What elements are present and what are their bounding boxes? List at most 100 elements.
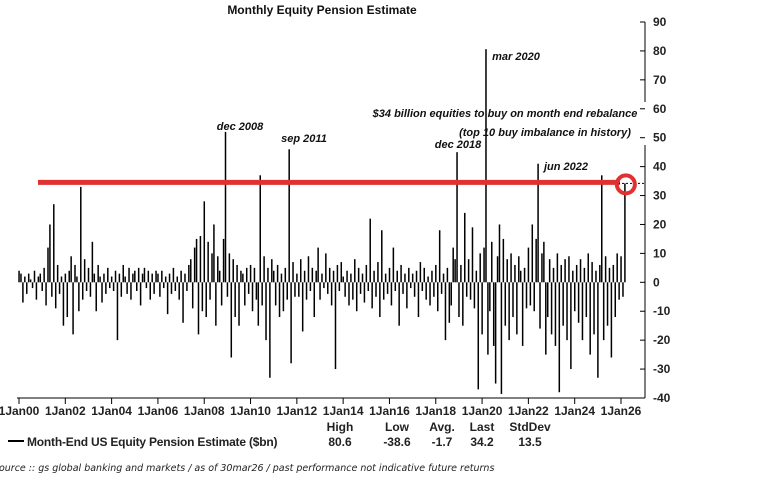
bar: [485, 49, 487, 283]
bar: [224, 131, 227, 283]
bar: [543, 241, 545, 283]
bar: [151, 273, 153, 283]
bar: [203, 201, 206, 283]
bar: [330, 282, 333, 306]
bar: [269, 282, 271, 378]
bar: [228, 253, 231, 283]
bar: [423, 267, 425, 283]
bar: [406, 282, 408, 309]
bar: [105, 282, 107, 294]
bar: [371, 282, 373, 309]
bar: [546, 282, 549, 318]
y-tick-label: 60: [653, 102, 667, 116]
bar: [193, 247, 196, 283]
bar: [190, 259, 192, 283]
bar: [191, 282, 194, 309]
bar: [340, 262, 343, 283]
bar: [624, 183, 626, 283]
bar: [402, 282, 404, 294]
x-tick-label: 1Jan18: [415, 404, 456, 418]
bar: [130, 282, 132, 300]
bar: [170, 282, 173, 294]
bar: [141, 273, 144, 283]
x-tick-label: 1Jan14: [323, 404, 364, 418]
bar: [394, 282, 397, 291]
bar: [143, 267, 146, 283]
bar: [290, 282, 292, 364]
bar: [201, 282, 204, 312]
bar: [460, 264, 462, 283]
bar: [568, 256, 570, 283]
bar: [558, 282, 561, 393]
bar: [471, 227, 474, 283]
bar: [408, 267, 410, 283]
bar: [481, 282, 483, 335]
bar: [89, 282, 92, 297]
bar: [562, 282, 564, 326]
bar: [338, 282, 341, 291]
bar: [620, 256, 622, 283]
bar: [33, 270, 36, 283]
bar: [523, 267, 526, 283]
bar: [350, 273, 352, 283]
annotation-label: $34 billion equities to buy on month end…: [372, 108, 638, 120]
bar: [518, 256, 520, 283]
bar: [168, 273, 171, 283]
bar: [180, 270, 182, 283]
bar: [498, 224, 501, 283]
bar: [545, 282, 547, 355]
stat-value-avg: -1.7: [432, 435, 453, 449]
bar: [440, 282, 443, 294]
bar: [263, 256, 265, 283]
bar: [554, 282, 557, 346]
bar: [573, 282, 576, 312]
bar: [307, 256, 310, 283]
bar: [124, 276, 126, 283]
x-tick-label: 1Jan20: [462, 404, 503, 418]
bar: [220, 282, 223, 306]
annotation-label: dec 2008: [217, 121, 264, 133]
bar: [70, 256, 72, 283]
bar: [244, 282, 246, 306]
bar: [174, 282, 177, 291]
bar: [184, 273, 186, 283]
bar: [415, 270, 418, 283]
bar: [537, 163, 539, 283]
bar: [64, 273, 67, 283]
bar: [379, 282, 381, 318]
x-tick-label: 1Jan10: [230, 404, 271, 418]
y-tick-label: 0: [653, 275, 660, 289]
bar: [112, 282, 115, 291]
y-tick-label: 70: [653, 73, 667, 87]
stat-header-avg: Avg.: [429, 420, 455, 434]
bar: [467, 259, 470, 283]
bar: [24, 276, 26, 283]
bar: [107, 267, 109, 283]
bar: [309, 282, 312, 291]
bar: [247, 282, 250, 294]
bar: [541, 253, 543, 283]
bar: [417, 282, 420, 318]
bar: [411, 273, 414, 283]
y-tick-label: 40: [653, 160, 667, 174]
bar: [159, 282, 161, 297]
bar: [53, 204, 55, 283]
bar: [47, 247, 49, 283]
bar: [300, 259, 302, 283]
bar: [292, 262, 294, 283]
bar: [398, 282, 400, 326]
bar: [182, 282, 184, 323]
bar: [413, 282, 416, 297]
bar: [334, 282, 337, 370]
bar: [188, 264, 190, 283]
bar: [97, 264, 99, 283]
bar: [579, 259, 582, 283]
bar: [512, 282, 514, 318]
bar: [450, 282, 453, 306]
stat-value-stddev: 13.5: [518, 435, 542, 449]
bar: [556, 253, 559, 283]
bar: [134, 270, 136, 283]
bar: [492, 282, 495, 346]
